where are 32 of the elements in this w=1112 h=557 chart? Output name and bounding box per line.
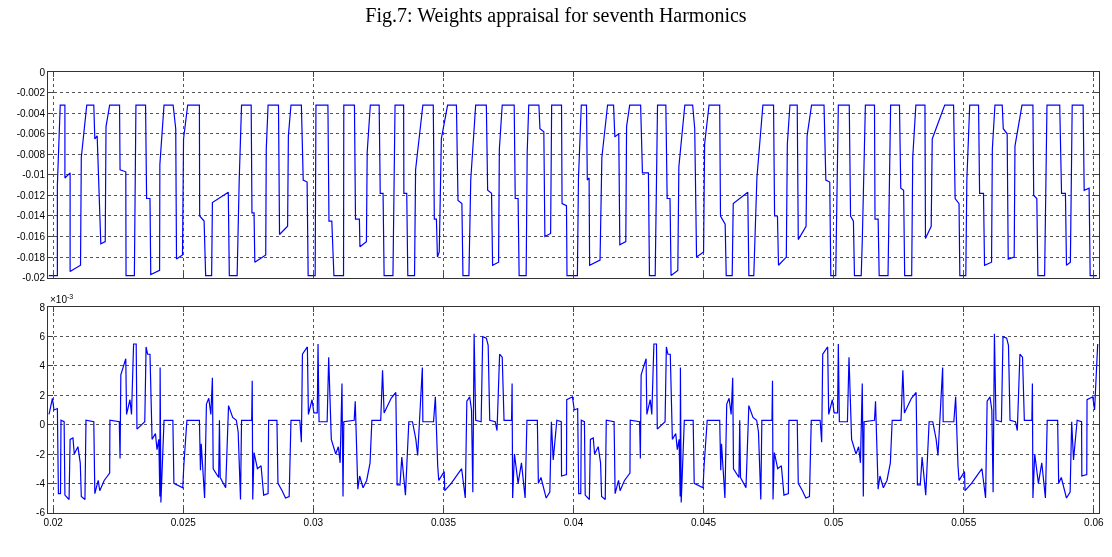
chart-title: Fig.7: Weights appraisal for seventh Harmonics: [365, 4, 747, 28]
y-tick-label: -0.018: [16, 251, 46, 263]
y-tick-label: -0.02: [22, 272, 46, 284]
x-tick-label: 0.06: [1084, 516, 1104, 528]
x-tick-label: 0.03: [303, 516, 324, 528]
y-tick-label: 0: [39, 419, 46, 431]
y-tick-label: -0.014: [16, 210, 46, 222]
y-tick-label: 8: [39, 301, 46, 313]
x-tick-label: 0.035: [430, 516, 457, 528]
y-tick-label: -0.002: [16, 87, 46, 99]
line-series: [48, 333, 1099, 504]
x-tick-label: 0.025: [170, 516, 197, 528]
y-tick-label: 4: [39, 360, 46, 372]
y-tick-label: -0.006: [16, 128, 46, 140]
x-tick-label: 0.045: [691, 516, 717, 528]
y-tick-label: 2: [39, 389, 46, 401]
x-tick-label: 0.05: [823, 516, 844, 528]
text: ×10$^{-3}$: [50, 293, 74, 306]
y-tick-label: -0.004: [16, 107, 46, 119]
y-tick-label: -2: [36, 448, 46, 460]
x-tick-label: 0.04: [563, 516, 584, 528]
y-tick-label: -0.016: [16, 231, 46, 243]
y-tick-label: -6: [36, 507, 46, 519]
y-tick-label: -0.01: [22, 169, 46, 181]
x-tick-label: 0.02: [43, 516, 64, 528]
y-tick-label: 6: [39, 331, 46, 343]
y-tick-label: -0.008: [16, 148, 46, 160]
line-series: [48, 104, 1098, 277]
x-tick-label: 0.055: [951, 516, 977, 528]
y-tick-label: 0: [39, 66, 46, 78]
y-tick-label: -4: [36, 477, 46, 489]
y-tick-label: -0.012: [16, 189, 46, 201]
